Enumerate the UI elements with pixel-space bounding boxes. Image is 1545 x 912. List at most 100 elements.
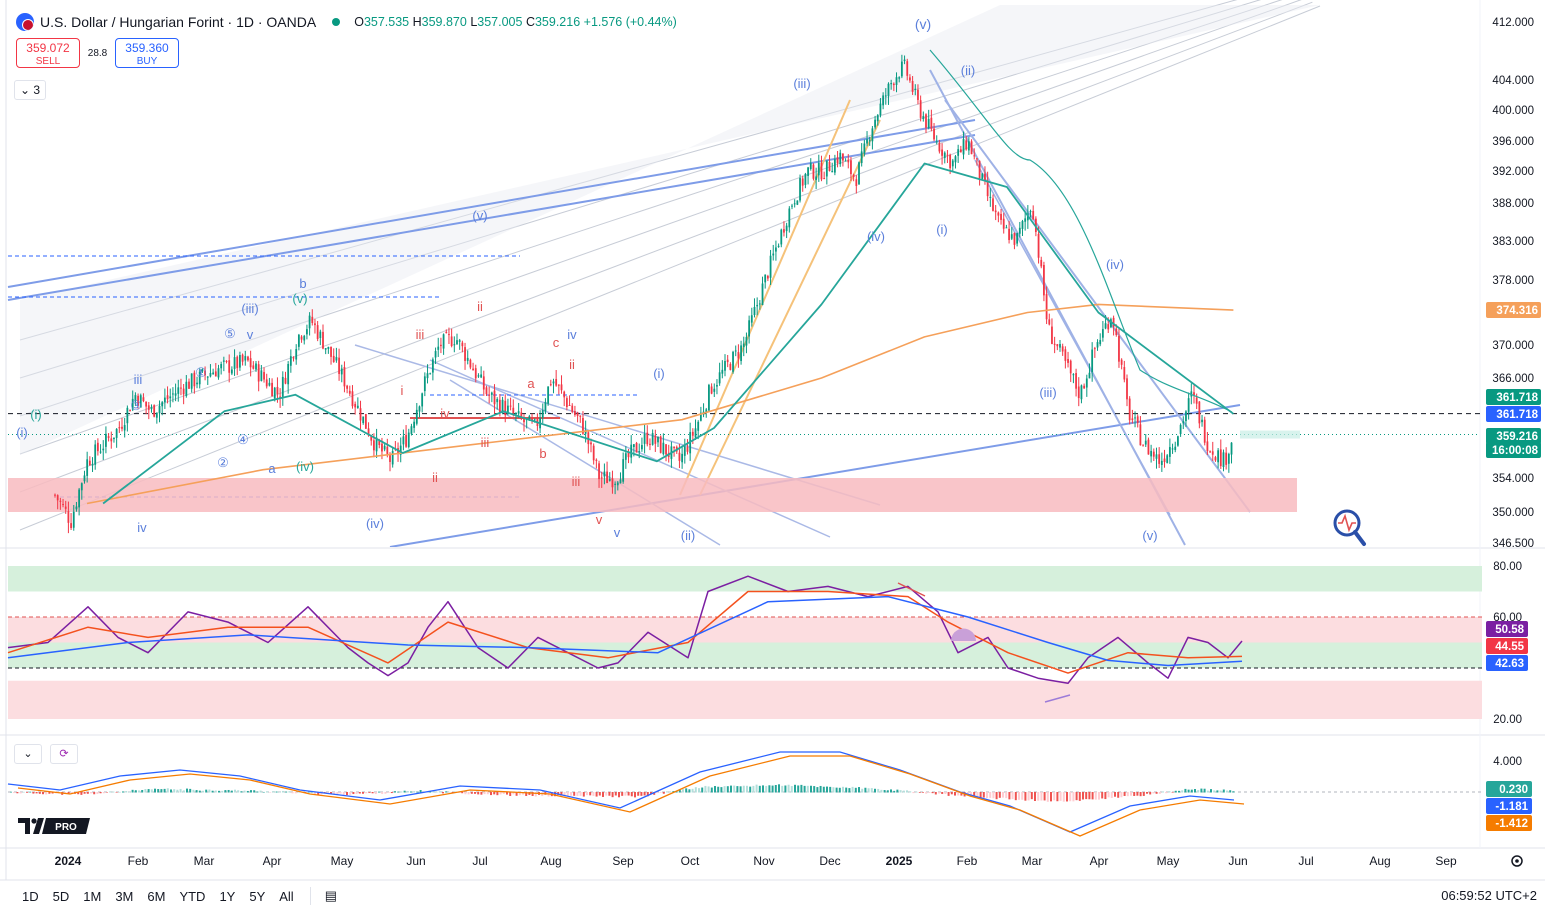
macd-histogram-bar (1011, 792, 1014, 800)
range-ytd[interactable]: YTD (179, 888, 206, 904)
macd-histogram-bar (208, 789, 211, 793)
candle-body (1101, 329, 1104, 338)
macd-histogram-bar (403, 790, 406, 793)
macd-histogram-bar (800, 784, 803, 793)
price-axis-tick: 366.000 (1492, 373, 1534, 385)
macd-histogram-bar (890, 789, 892, 793)
candle-body (681, 453, 684, 463)
price-axis-tick: 396.000 (1492, 136, 1534, 148)
candle-body (568, 404, 571, 406)
price-label-box (1486, 389, 1541, 405)
time-axis-tick: Dec (819, 854, 840, 868)
range-5d[interactable]: 5D (52, 888, 70, 904)
candle-body (978, 160, 981, 179)
price-axis-tick: 412.000 (1492, 17, 1534, 29)
candle-body (1048, 319, 1051, 325)
candle-body (1032, 210, 1035, 220)
candle-body (874, 119, 876, 128)
candle-body (115, 428, 118, 438)
range-all[interactable]: All (279, 888, 294, 904)
wave-label: (iv) (1106, 257, 1124, 272)
range-1y[interactable]: 1Y (219, 888, 236, 904)
buy-button[interactable]: 359.360 BUY (115, 38, 179, 68)
range-1m[interactable]: 1M (83, 888, 102, 904)
candle-body (528, 416, 531, 421)
candle-body (413, 421, 416, 428)
candle-body (592, 445, 595, 461)
candle-body (641, 445, 643, 450)
candle-body (1227, 453, 1230, 464)
candle-body (713, 388, 716, 392)
magnifier-pulse (1338, 513, 1356, 533)
candle-body (1040, 259, 1043, 267)
candle-body (1177, 436, 1179, 446)
macd-histogram-bar (938, 792, 940, 794)
macd-histogram-bar (406, 791, 409, 793)
refresh-icon[interactable]: ⟳ (50, 744, 78, 764)
macd-histogram-bar (467, 792, 470, 795)
macd-histogram-bar (1014, 792, 1017, 801)
candle-body (1016, 233, 1019, 244)
candle-body (222, 360, 225, 362)
wave-label: (iv) (366, 516, 384, 531)
symbol-title[interactable]: U.S. Dollar / Hungarian Forint · 1D · OA… (40, 14, 317, 30)
macd-histogram-bar (870, 788, 873, 793)
wave-label: v (247, 327, 254, 342)
range-5y[interactable]: 5Y (249, 888, 266, 904)
candle-body (611, 478, 614, 488)
candle-body (1225, 452, 1228, 465)
candle-body (949, 154, 952, 169)
candle-body (370, 435, 373, 441)
trend-line (699, 119, 881, 496)
macd-histogram-bar (1040, 792, 1043, 801)
candle-body (1187, 398, 1190, 412)
rsi-zone (8, 617, 1482, 643)
wave-label: ii (569, 357, 575, 372)
chevron-down-icon[interactable]: ⌄ (14, 744, 42, 764)
candle-body (1008, 228, 1010, 241)
candle-body (606, 471, 608, 484)
wave-label: iii (416, 327, 425, 342)
macd-histogram-bar (1085, 792, 1088, 800)
range-1d[interactable]: 1D (22, 888, 39, 904)
low-value: 357.005 (477, 15, 523, 29)
macd-histogram-bar (336, 792, 339, 795)
candle-body (308, 315, 311, 329)
macd-histogram-bar (166, 788, 169, 793)
time-axis-tick: Oct (681, 854, 700, 868)
macd-histogram-bar (394, 791, 396, 793)
macd-histogram-bar (650, 792, 652, 795)
svg-text:PRO: PRO (55, 822, 77, 833)
wave-label: (iv) (296, 459, 314, 474)
sell-button[interactable]: 359.072 SELL (16, 38, 80, 68)
rsi-value-box (1486, 621, 1528, 637)
date-range-icon[interactable]: ▤ (324, 888, 337, 903)
macd-histogram-bar (688, 789, 691, 793)
macd-histogram-bar (1107, 792, 1110, 798)
range-3m[interactable]: 3M (115, 888, 134, 904)
price-label-text: 16:00:08 (1492, 445, 1539, 457)
candle-body (147, 405, 150, 410)
indicators-collapse-button[interactable]: ⌄ 3 (14, 80, 47, 100)
candle-body (139, 395, 142, 408)
range-6m[interactable]: 6M (147, 888, 166, 904)
rsi-zone (8, 566, 1482, 592)
trade-panel: 359.072 SELL 28.8 359.360 BUY (16, 38, 179, 68)
rsi-line (7, 595, 1243, 667)
macd-histogram-bar (982, 792, 985, 798)
candle-body (359, 408, 362, 421)
candle-body (453, 344, 456, 346)
candle-body (1198, 401, 1201, 424)
price-axis-tick: 370.000 (1492, 340, 1534, 352)
time-axis-tick: May (331, 854, 354, 868)
candle-body (306, 329, 308, 335)
candle-body (1110, 319, 1112, 328)
candle-body (142, 397, 145, 402)
macd-histogram-bar (950, 792, 953, 795)
candle-body (804, 173, 807, 185)
candle-body (777, 245, 780, 247)
macd-histogram-bar (960, 792, 963, 796)
macd-histogram-bar (765, 785, 768, 793)
rsi-value-box (1486, 638, 1528, 654)
